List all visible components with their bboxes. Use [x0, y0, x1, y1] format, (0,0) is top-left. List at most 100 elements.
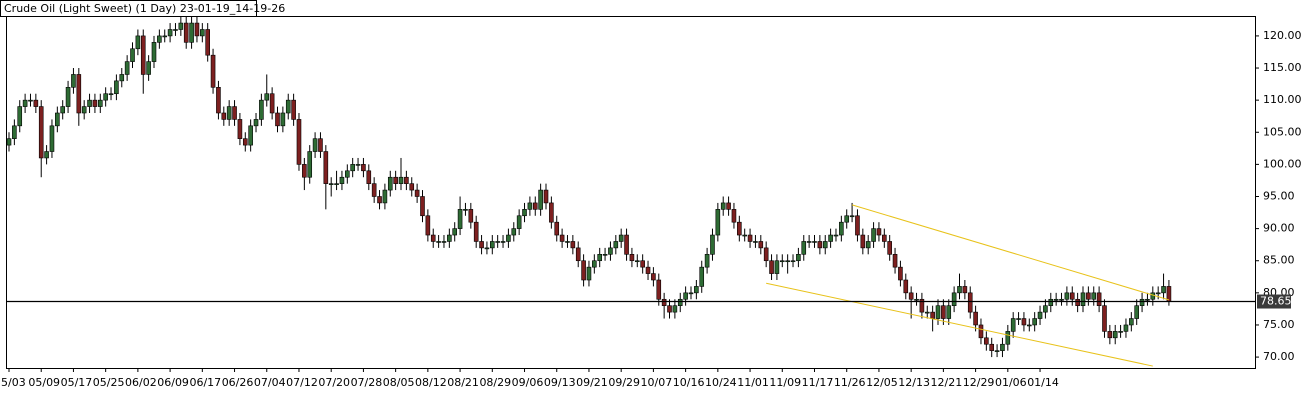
- candle-body: [38, 106, 44, 159]
- candle-body: [989, 343, 995, 351]
- candle-body: [677, 298, 683, 306]
- candle-body: [1048, 298, 1054, 306]
- candle-body: [167, 29, 173, 37]
- candle-body: [871, 228, 876, 242]
- candle-body: [1069, 292, 1075, 300]
- x-tick-label: 06/09: [157, 376, 189, 389]
- candle-body: [1000, 343, 1005, 351]
- candle-body: [183, 22, 189, 43]
- candle-body: [221, 112, 227, 120]
- candle-body: [957, 286, 962, 294]
- candle-body: [430, 234, 436, 242]
- candle-body: [801, 241, 807, 255]
- candle-body: [860, 234, 866, 249]
- candle-body: [409, 183, 415, 191]
- candle-body: [291, 99, 296, 120]
- x-tick-label: 10/16: [673, 376, 705, 389]
- candle-body: [371, 183, 377, 197]
- candle-body: [1139, 298, 1145, 306]
- candle-body: [318, 138, 323, 152]
- candle-body: [189, 22, 194, 43]
- candle-body: [742, 234, 747, 237]
- candle-body: [1150, 292, 1156, 300]
- candle-body: [414, 189, 420, 197]
- x-tick-label: 09/13: [544, 376, 576, 389]
- x-tick-label: 05/17: [61, 376, 93, 389]
- x-tick-label: 12/21: [931, 376, 963, 389]
- candle-body: [1118, 331, 1123, 333]
- candle-body: [747, 234, 753, 242]
- candle-body: [624, 234, 629, 255]
- candle-body: [162, 35, 168, 38]
- x-tick-label: 06/26: [222, 376, 254, 389]
- x-tick-label: 09/29: [608, 376, 640, 389]
- candle-body: [151, 42, 157, 62]
- candle-body: [71, 74, 76, 88]
- candle-body: [575, 247, 581, 262]
- candle-body: [1155, 292, 1161, 295]
- x-tick-label: 05/09: [28, 376, 60, 389]
- candle-body: [785, 260, 790, 263]
- candle-body: [87, 99, 92, 107]
- chart-title: Crude Oil (Light Sweet) (1 Day) 23-01-19…: [4, 2, 285, 15]
- candle-body: [532, 202, 538, 210]
- candle-body: [210, 54, 216, 88]
- x-tick-label: 07/20: [318, 376, 350, 389]
- candle-body: [382, 189, 388, 204]
- candle-body: [425, 215, 431, 236]
- candle-body: [124, 61, 130, 75]
- y-tick-label: 90.00: [1263, 222, 1295, 235]
- candle-body: [1129, 318, 1134, 326]
- candle-body: [618, 234, 624, 242]
- candle-body: [516, 215, 522, 229]
- candle-body: [468, 209, 474, 223]
- candle-body: [806, 241, 812, 243]
- candle-body: [522, 209, 527, 217]
- candle-body: [339, 176, 345, 184]
- candle-body: [629, 254, 635, 262]
- candle-body: [285, 99, 291, 114]
- candle-body: [345, 170, 350, 178]
- candle-body: [248, 125, 253, 146]
- x-tick-label: 08/05: [383, 376, 415, 389]
- candle-body: [130, 48, 135, 62]
- candle-body: [672, 305, 678, 313]
- candle-body: [264, 93, 270, 101]
- candle-body: [726, 202, 731, 210]
- candle-body: [350, 164, 355, 172]
- candle-body: [393, 176, 398, 184]
- candle-body: [586, 266, 592, 281]
- candle-body: [103, 93, 108, 101]
- candle-body: [710, 234, 715, 255]
- candle-body: [12, 125, 17, 139]
- candle-body: [924, 311, 930, 314]
- y-tick-label: 115.00: [1263, 61, 1302, 74]
- candle-body: [753, 241, 758, 243]
- x-tick-label: 09/06: [512, 376, 544, 389]
- candle-body: [157, 35, 162, 43]
- candle-body: [302, 164, 307, 178]
- candle-body: [226, 106, 232, 120]
- candle-body: [634, 260, 640, 263]
- x-tick-label: 07/04: [254, 376, 286, 389]
- candle-body: [645, 266, 651, 274]
- candle-body: [683, 292, 688, 300]
- candle-body: [930, 311, 935, 319]
- candle-body: [1107, 331, 1113, 339]
- candle-body: [763, 247, 769, 262]
- candle-body: [296, 119, 302, 165]
- candle-body: [903, 279, 909, 294]
- candle-body: [457, 209, 463, 229]
- x-tick-label: 08/21: [447, 376, 479, 389]
- x-tick-label: 07/12: [286, 376, 318, 389]
- x-tick-label: 07/28: [351, 376, 383, 389]
- candle-body: [65, 86, 71, 107]
- candle-body: [495, 241, 500, 243]
- candle-body: [92, 99, 98, 107]
- candle-body: [28, 99, 33, 102]
- candle-body: [484, 247, 490, 250]
- x-tick-label: 10/07: [641, 376, 673, 389]
- x-tick-label: 01/14: [1027, 376, 1059, 389]
- candle-body: [1123, 324, 1129, 332]
